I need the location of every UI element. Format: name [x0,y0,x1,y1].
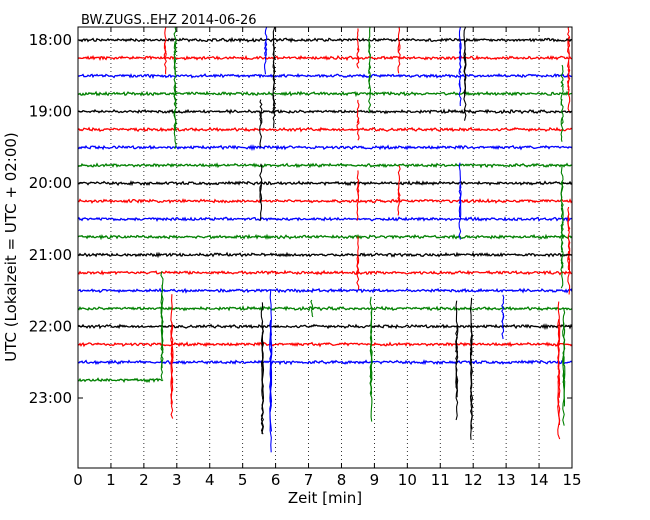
seismic-trace [78,180,572,187]
event-spike [567,74,571,113]
event-spike [458,198,462,240]
seismic-trace [78,215,572,223]
event-spike [560,181,564,221]
event-spike [560,241,564,269]
event-spike [259,111,263,148]
event-spike [463,27,467,64]
x-axis-ticks: 0 1 2 3 4 5 6 7 8 9 10 11 12 13 14 15 [73,27,582,489]
event-spike [501,313,505,340]
event-spike [397,42,401,74]
trace-group [78,36,572,384]
event-spike [368,41,372,74]
event-spike [458,62,462,90]
event-spike [170,377,174,419]
seismic-trace [78,341,572,348]
y-tick-label: 21:00 [29,246,72,264]
x-tick-label: 4 [205,471,215,489]
x-tick-label: 0 [73,471,83,489]
event-spike [173,110,177,150]
event-spike [560,99,564,125]
seismic-trace [78,377,164,384]
x-tick-label: 11 [431,471,450,489]
event-spike [259,181,263,222]
seismic-trace [78,359,572,366]
event-spike [455,375,459,421]
event-spike [397,27,401,53]
x-tick-label: 13 [497,471,516,489]
x-tick-label: 9 [370,471,380,489]
x-tick-label: 8 [337,471,347,489]
event-spike [272,27,276,61]
event-spike [173,56,177,96]
x-tick-label: 1 [106,471,116,489]
x-axis-label: Zeit [min] [288,489,362,507]
seismic-trace [78,54,572,62]
event-spike [469,391,474,440]
seismic-trace [78,251,572,259]
grid-lines [110,27,540,468]
y-tick-label: 23:00 [29,389,72,407]
plot-frame [77,26,573,469]
y-tick-label: 22:00 [29,317,72,335]
event-spike [397,186,401,216]
event-spike [173,92,177,131]
seismic-trace [78,108,572,115]
x-tick-label: 2 [139,471,149,489]
event-spike [310,299,314,318]
seismic-trace [78,36,572,44]
chart-title: BW.ZUGS..EHZ 2014-06-26 [81,13,257,28]
seismic-trace [78,144,572,152]
x-tick-label: 15 [562,471,581,489]
event-spike [259,163,263,203]
seismic-trace [78,90,572,98]
x-tick-label: 14 [530,471,549,489]
y-tick-label: 20:00 [29,174,72,192]
event-spike [356,47,360,69]
event-spike-group [160,27,571,453]
seismic-trace [78,269,572,276]
event-spike [560,257,564,289]
event-spike [260,397,264,435]
y-tick-label: 19:00 [29,103,72,121]
event-spike [263,41,268,75]
event-spike [458,81,462,107]
seismic-trace [78,198,572,204]
event-spike [560,117,564,142]
y-axis-label: UTC (Lokalzeit = UTC + 02:00) [2,132,20,362]
event-spike [259,99,263,124]
x-tick-label: 10 [398,471,417,489]
y-axis-ticks: 18:00 19:00 20:00 21:00 22:00 23:00 [29,31,572,407]
x-tick-label: 5 [238,471,248,489]
event-spike [567,250,571,295]
y-tick-label: 18:00 [29,31,72,49]
seismic-trace [78,126,572,133]
seismic-trace [78,162,572,169]
event-spike [368,74,372,113]
event-spike [269,379,273,453]
event-spike [163,41,167,75]
seismic-trace [78,72,572,80]
x-tick-label: 7 [304,471,314,489]
event-spike [560,202,564,237]
event-spike [356,181,360,221]
x-tick-label: 6 [271,471,281,489]
event-spike [397,165,401,202]
event-spike [557,301,561,352]
event-spike [562,370,566,426]
event-spike [557,392,561,440]
event-spike [356,255,360,290]
x-tick-label: 3 [172,471,182,489]
event-spike [160,345,164,380]
event-spike [369,374,373,422]
event-spike [272,95,276,128]
seismic-trace [78,287,572,294]
seismic-trace [78,305,572,312]
event-spike [463,66,467,121]
event-spike [160,320,164,369]
seismic-trace [78,323,572,331]
event-spike [356,118,360,141]
seismic-trace [78,233,572,241]
x-tick-label: 12 [464,471,483,489]
